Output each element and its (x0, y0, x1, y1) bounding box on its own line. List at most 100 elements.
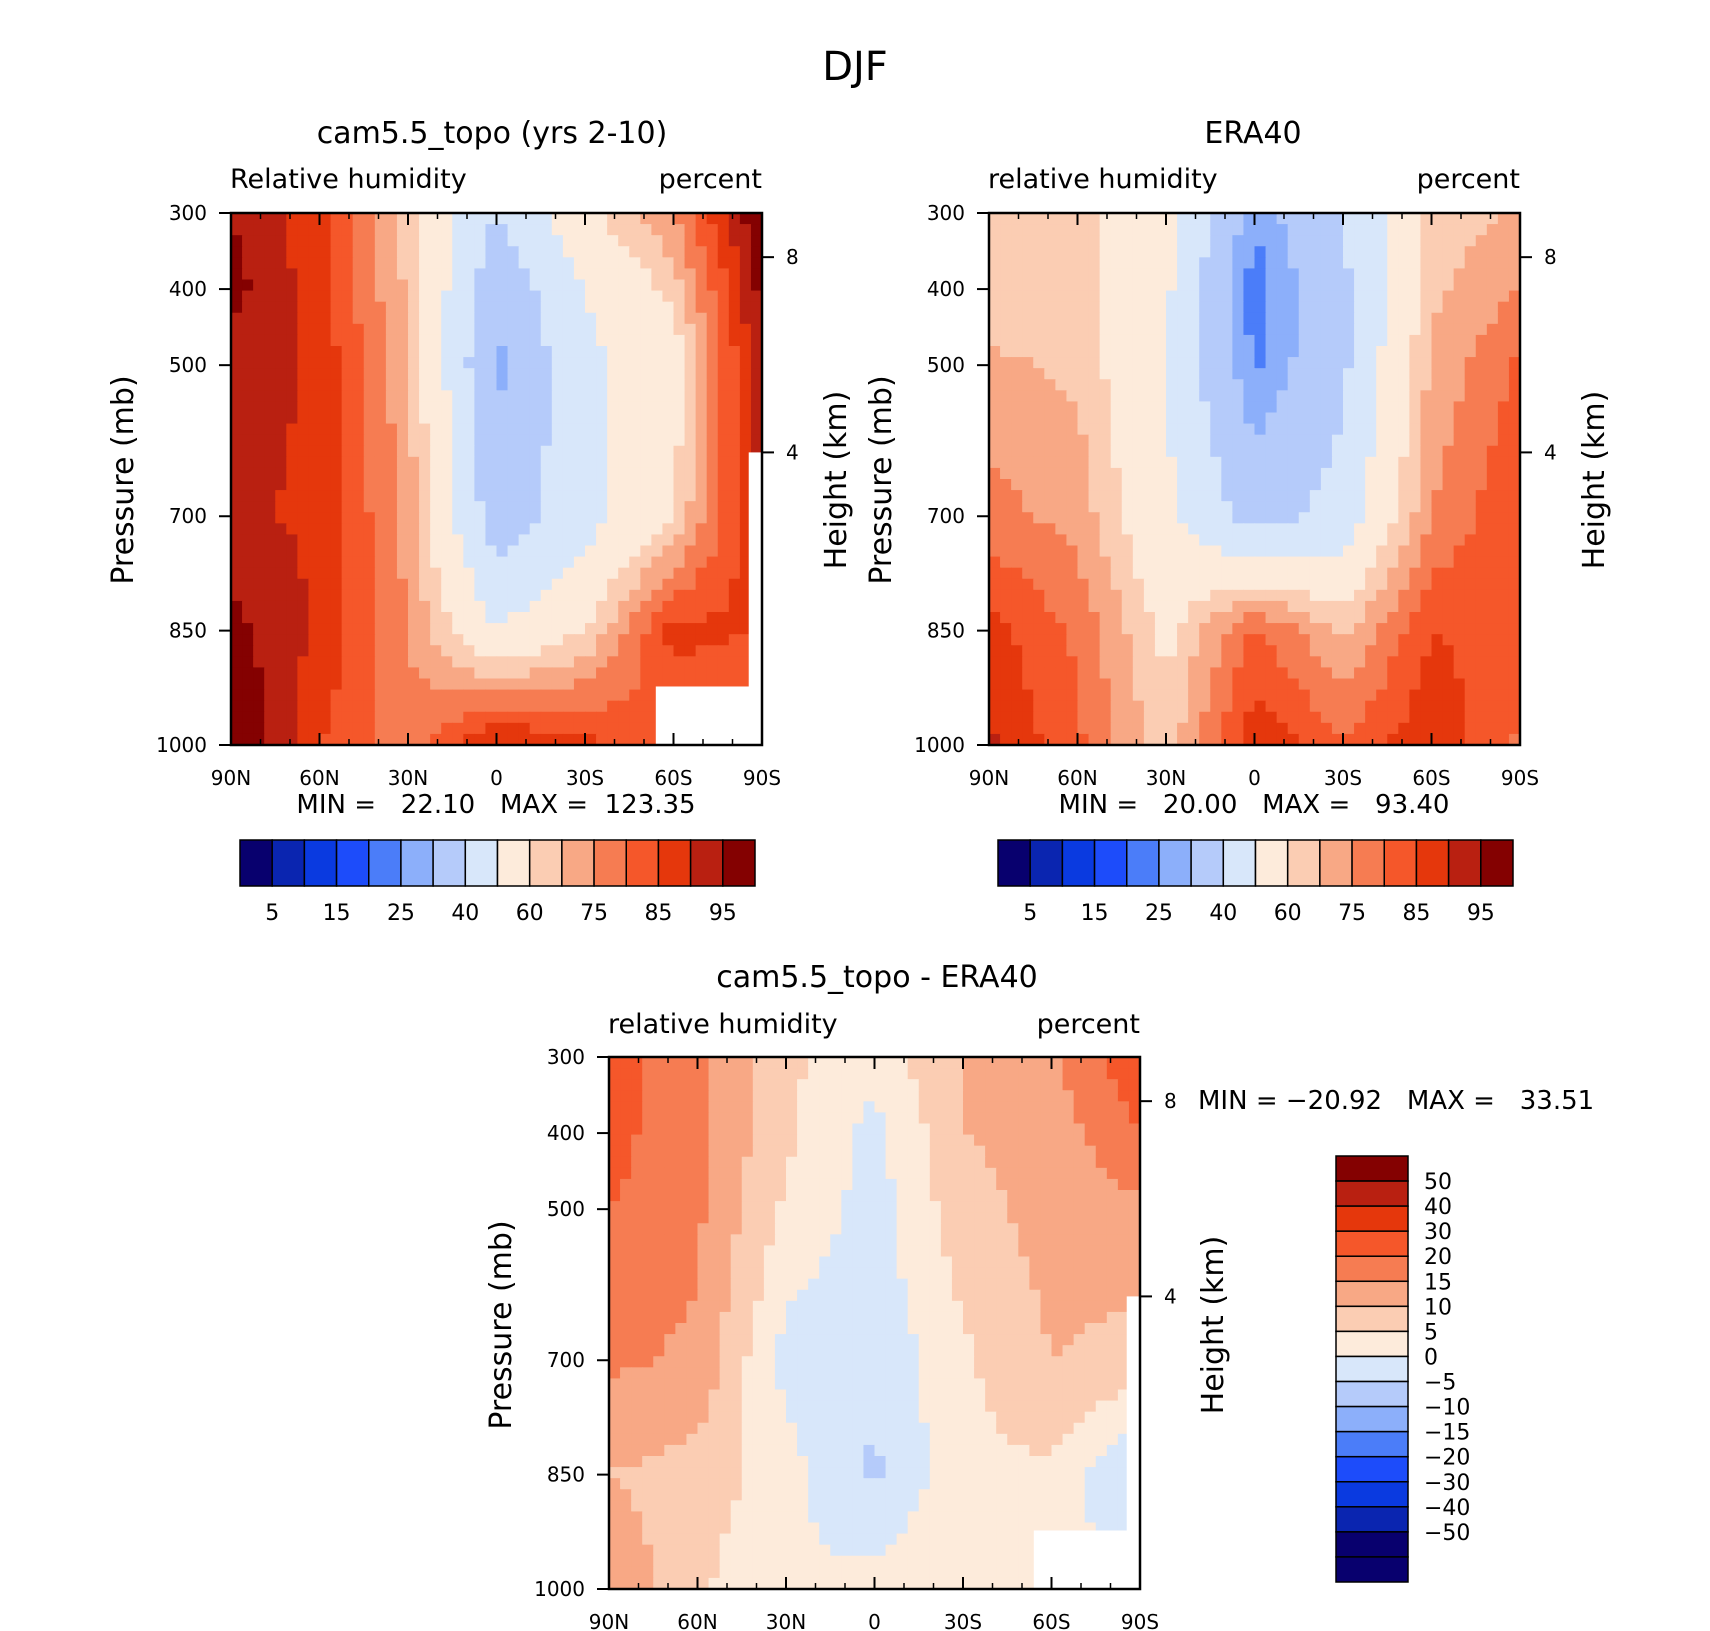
contour-cell (540, 711, 553, 724)
contour-cell (474, 290, 487, 303)
contour-cell (1365, 246, 1377, 258)
contour-cell (640, 656, 652, 669)
contour-cell (308, 534, 321, 547)
contour-cell (1221, 534, 1233, 547)
contour-cell (596, 445, 608, 458)
contour-cell (1398, 711, 1410, 724)
contour-cell (1055, 423, 1068, 436)
contour-cell (739, 556, 752, 569)
contour-cell (673, 512, 686, 524)
colorbar-box (593, 839, 627, 887)
contour-cell (640, 523, 652, 536)
contour-cell (441, 600, 453, 613)
contour-cell (1475, 634, 1488, 646)
contour-cell (1354, 711, 1366, 724)
contour-cell (620, 1079, 632, 1091)
contour-cell (706, 589, 719, 602)
contour-cell (496, 667, 509, 680)
contour-cell (1431, 556, 1444, 569)
contour-cell (1154, 213, 1167, 225)
contour-cell (518, 501, 531, 513)
contour-cell (1486, 445, 1499, 458)
contour-cell (1132, 589, 1145, 602)
contour-cell (1431, 711, 1444, 724)
contour-cell (441, 634, 453, 646)
contour-cell (1011, 301, 1023, 314)
contour-cell (441, 445, 453, 458)
contour-cell (1199, 711, 1211, 724)
contour-cell (529, 434, 542, 447)
contour-cell (1199, 545, 1211, 558)
contour-cell (1121, 479, 1134, 491)
contour-cell (573, 722, 586, 735)
contour-cell (1088, 634, 1101, 646)
contour-cell (1210, 301, 1222, 314)
contour-cell (253, 323, 265, 336)
contour-cell (706, 213, 719, 225)
contour-cell (264, 667, 276, 680)
contour-cell (1365, 512, 1377, 524)
contour-cell (675, 1079, 688, 1091)
colorbar-box (496, 839, 531, 887)
contour-cell (1033, 323, 1045, 336)
contour-cell (1387, 545, 1399, 558)
contour-cell (1143, 467, 1156, 480)
contour-cell (951, 1057, 964, 1069)
colorbar-box (1093, 839, 1128, 887)
contour-cell (1000, 612, 1012, 624)
contour-cell (1044, 733, 1056, 746)
contour-cell (1343, 213, 1355, 225)
contour-cell (341, 612, 354, 624)
contour-cell (1232, 667, 1245, 680)
contour-cell (1287, 623, 1300, 635)
contour-cell (607, 711, 619, 724)
contour-cell (529, 589, 542, 602)
contour-cell (363, 534, 376, 547)
contour-cell (1442, 312, 1455, 325)
contour-cell (363, 733, 376, 746)
contour-cell (1099, 368, 1112, 380)
contour-cell (540, 213, 553, 225)
colorbar-label: 75 (1338, 901, 1366, 926)
contour-cell (695, 534, 708, 547)
contour-cell (275, 656, 287, 669)
contour-cell (918, 1079, 931, 1091)
contour-cell (640, 467, 652, 480)
contour-cell (540, 656, 553, 669)
contour-cell (419, 634, 431, 646)
contour-cell (1044, 312, 1056, 325)
contour-cell (341, 556, 354, 569)
contour-cell (496, 456, 509, 469)
contour-cell (1088, 224, 1101, 236)
contour-cell (1453, 667, 1466, 680)
contour-cell (717, 357, 730, 369)
contour-cell (1055, 689, 1068, 702)
contour-cell (739, 445, 752, 458)
contour-cell (1354, 257, 1366, 270)
contour-cell (640, 589, 652, 602)
contour-cell (1143, 645, 1156, 657)
contour-cell (640, 612, 652, 624)
contour-cell (1276, 678, 1289, 691)
contour-cell (1497, 479, 1510, 491)
contour-cell (728, 623, 741, 635)
contour-cell (319, 722, 332, 735)
contour-cell (540, 578, 553, 591)
contour-cell (1243, 390, 1256, 403)
contour-cell (596, 224, 608, 236)
contour-cell (1154, 456, 1167, 469)
contour-cell (1287, 257, 1300, 270)
contour-cell (1066, 689, 1079, 702)
contour-cell (1453, 257, 1466, 270)
contour-cell (706, 545, 719, 558)
contour-cell (1055, 390, 1068, 403)
contour-cell (1376, 645, 1388, 657)
contour-cell (430, 589, 442, 602)
contour-cell (551, 412, 564, 425)
contour-cell (1497, 545, 1510, 558)
contour-cell (1365, 479, 1377, 491)
contour-cell (1110, 423, 1123, 436)
contour-cell (607, 512, 619, 524)
contour-cell (308, 490, 321, 502)
